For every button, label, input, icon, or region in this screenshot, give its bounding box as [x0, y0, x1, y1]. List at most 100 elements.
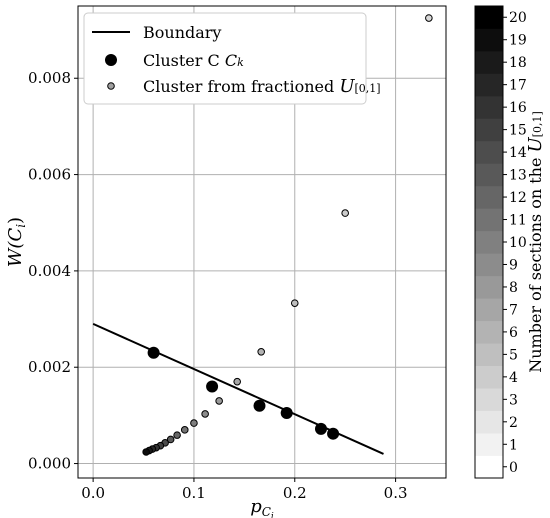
fractioned-cluster-point [201, 410, 209, 418]
colorbar-segment [475, 6, 503, 29]
colorbar-tick-label: 10 [509, 235, 527, 251]
legend-box [83, 12, 367, 105]
colorbar-tick-label: 15 [509, 123, 527, 139]
y-axis: 0.000 0.002 0.004 0.006 0.008 [28, 69, 78, 473]
legend-fractioned-symbol: U [339, 76, 355, 97]
colorbar-tick-label: 3 [509, 392, 518, 408]
legend-fractioned-text: Cluster from fractioned [143, 77, 339, 96]
y-tick-label: 0.006 [28, 166, 71, 184]
colorbar-segment [475, 208, 503, 232]
colorbar-tick-label: 1 [509, 437, 518, 453]
colorbar-label-symbol: U [525, 136, 546, 152]
colorbar-tick-label: 8 [509, 280, 518, 296]
colorbar-tick-label: 0 [509, 460, 518, 476]
legend: Boundary Cluster C Ck Cluster from fract… [83, 12, 381, 105]
legend-cluster-ck-symbol: C [220, 51, 237, 70]
y-tick-label: 0.000 [28, 455, 71, 473]
fractioned-cluster-point [341, 209, 349, 217]
colorbar-segment [475, 50, 503, 74]
x-axis-label: pCi [250, 496, 274, 518]
colorbar-segment [475, 320, 503, 344]
colorbar-segment [475, 455, 503, 479]
colorbar-segment [475, 230, 503, 254]
colorbar-tick-label: 19 [509, 33, 527, 49]
cluster-ck-point [314, 422, 327, 435]
legend-cluster-ck-label: Cluster C Ck [143, 51, 244, 70]
colorbar-tick-label: 2 [509, 415, 518, 431]
colorbar-segment [475, 253, 503, 277]
colorbar-segment [475, 28, 503, 52]
cluster-ck-point [280, 406, 293, 419]
legend-fractioned-sub: [0,1] [355, 82, 381, 95]
colorbar-tick-label: 13 [509, 168, 527, 184]
cluster-ck-point [253, 399, 266, 412]
colorbar-tick-label: 20 [509, 10, 527, 26]
fractioned-cluster-point [142, 448, 150, 456]
fractioned-cluster-point [190, 419, 198, 427]
x-axis-label-subsub: i [271, 512, 274, 518]
colorbar-label-sub: [0,1] [531, 111, 544, 137]
fractioned-cluster-point [425, 14, 433, 22]
colorbar-segment [475, 118, 503, 142]
points-layer [142, 14, 433, 456]
colorbar-tick-label: 4 [509, 370, 518, 386]
fractioned-cluster-point [233, 377, 241, 386]
fractioned-cluster-point [173, 431, 181, 439]
colorbar-tick-label: 11 [509, 213, 527, 229]
colorbar-tick-label: 17 [509, 78, 527, 94]
cluster-ck-point [206, 380, 219, 393]
x-tick-label: 0.1 [182, 484, 206, 502]
legend-cluster-ck-sub: k [237, 56, 244, 69]
colorbar-segment [475, 410, 503, 434]
colorbar-tick-label: 5 [509, 347, 518, 363]
boundary-line [92, 322, 384, 455]
colorbar-tick-label: 6 [509, 325, 518, 341]
colorbar-segment [475, 388, 503, 411]
colorbar-tick-label: 12 [509, 190, 527, 206]
x-tick-label: 0.2 [283, 484, 307, 502]
y-tick-label: 0.002 [28, 358, 71, 376]
cluster-ck-point [147, 346, 160, 359]
x-tick-label: 0.0 [81, 484, 105, 502]
colorbar-segment [475, 163, 503, 187]
fractioned-cluster-point [166, 435, 175, 444]
legend-boundary-label: Boundary [143, 23, 221, 42]
x-axis-label-sub: C [262, 505, 271, 518]
colorbar-segment [475, 298, 503, 322]
colorbar-tick-label: 18 [509, 55, 527, 71]
cluster-ck-point [327, 427, 340, 440]
colorbar-tick-label: 16 [509, 100, 527, 116]
y-axis-label-main: W(C [5, 228, 26, 268]
fractioned-cluster-point [257, 348, 265, 356]
plot-frame [77, 5, 447, 479]
fractioned-cluster-point [215, 397, 223, 405]
x-axis-label-main: p [250, 496, 262, 517]
colorbar-segment [475, 365, 503, 389]
legend-fractioned-label: Cluster from fractioned U[0,1] [143, 76, 381, 97]
colorbar-segment [475, 140, 503, 164]
y-tick-label: 0.004 [28, 262, 71, 280]
legend-cluster-ck-text: Cluster C [143, 51, 220, 70]
colorbar-label: Number of sections on the U[0,1] [525, 111, 546, 373]
fractioned-cluster-point [180, 426, 189, 434]
legend-fractioned-marker [107, 82, 115, 90]
colorbar-segment [475, 433, 503, 456]
y-tick-label: 0.008 [28, 69, 71, 87]
colorbar-segment [475, 185, 503, 209]
legend-cluster-ck-marker [105, 54, 117, 66]
colorbar-segment [475, 73, 503, 97]
colorbar-label-text: Number of sections on the [526, 152, 545, 372]
colorbar-tick-label: 9 [509, 257, 518, 273]
y-axis-label-close: ) [5, 217, 26, 224]
colorbar-segment [475, 343, 503, 367]
fractioned-cluster-point [290, 299, 299, 307]
colorbar-tick-label: 7 [509, 302, 518, 318]
colorbar-tick-label: 14 [509, 145, 527, 161]
y-axis-label: W(Ci) [5, 217, 28, 267]
colorbar-segment [475, 95, 503, 119]
x-tick-label: 0.3 [384, 484, 408, 502]
x-axis: 0.0 0.1 0.2 0.3 [81, 478, 408, 502]
y-axis-label-sub: i [14, 224, 28, 228]
